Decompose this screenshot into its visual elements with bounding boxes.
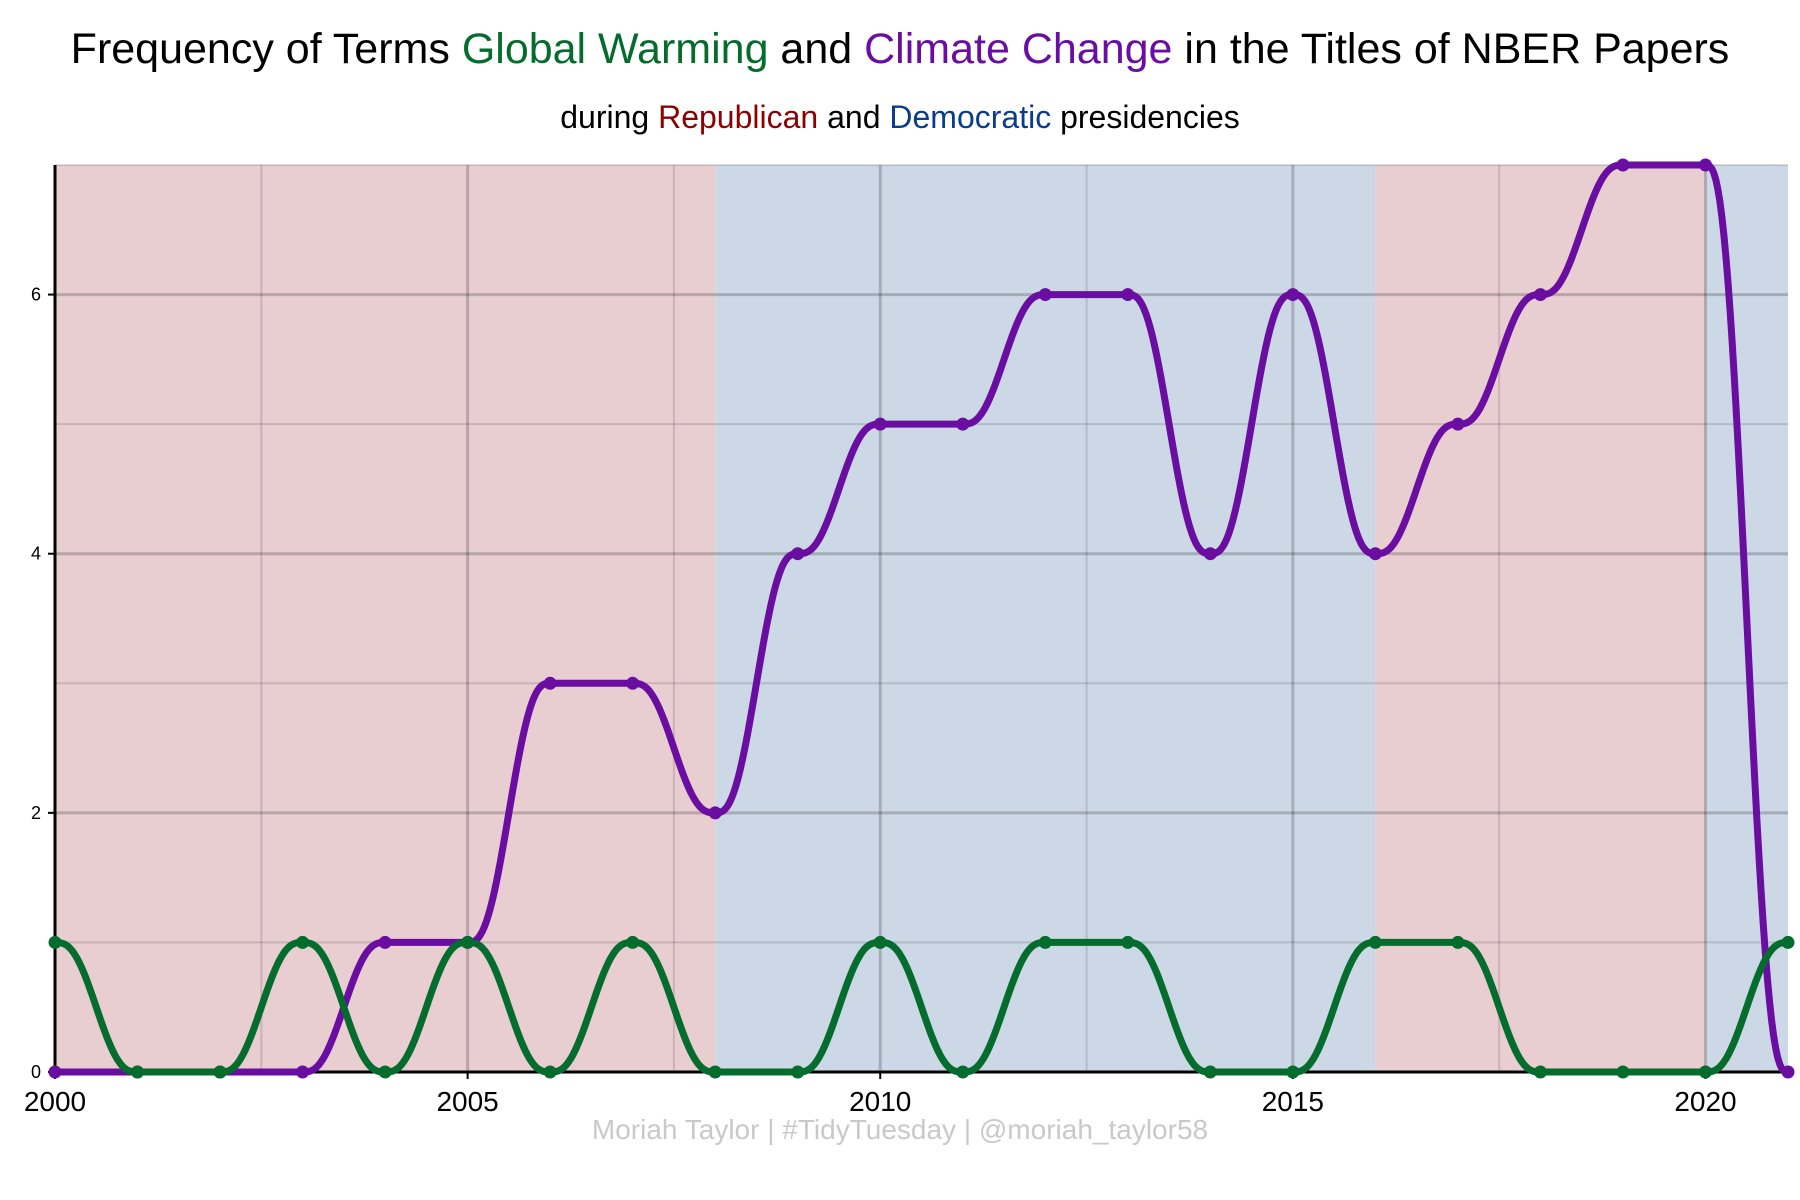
point-global-warming [1368, 935, 1382, 949]
point-global-warming [1533, 1065, 1547, 1079]
point-global-warming [296, 935, 310, 949]
point-global-warming [1038, 935, 1052, 949]
point-climate-change [626, 676, 640, 690]
point-global-warming [378, 1065, 392, 1079]
point-global-warming [1286, 1065, 1300, 1079]
x-tick-label: 2020 [1674, 1086, 1736, 1117]
point-global-warming [1203, 1065, 1217, 1079]
point-climate-change [1286, 288, 1300, 302]
x-tick-label: 2015 [1262, 1086, 1324, 1117]
series-points [48, 158, 1795, 1079]
subtitle-middle: and [818, 99, 889, 135]
chart-caption: Moriah Taylor | #TidyTuesday | @moriah_t… [592, 1114, 1208, 1145]
title-term-global-warming: Global Warming [462, 25, 769, 73]
point-global-warming [791, 1065, 805, 1079]
title-suffix: in the Titles of NBER Papers [1172, 25, 1729, 73]
presidency-band-democratic-1 [715, 165, 1376, 1072]
point-global-warming [213, 1065, 227, 1079]
point-climate-change [378, 935, 392, 949]
x-tick-label: 2000 [24, 1086, 86, 1117]
point-global-warming [873, 935, 887, 949]
gridlines [53, 164, 1788, 1074]
presidency-band-republican-0 [55, 165, 716, 1072]
title-term-climate-change: Climate Change [864, 25, 1172, 73]
chart-title: Frequency of Terms Global Warming and Cl… [71, 25, 1730, 73]
point-global-warming [1698, 1065, 1712, 1079]
series-lines [51, 161, 1792, 1076]
point-climate-change [956, 417, 970, 431]
subtitle-democratic: Democratic [889, 99, 1051, 135]
point-climate-change [1368, 547, 1382, 561]
line-global-warming [51, 938, 1792, 1076]
point-climate-change [1616, 158, 1630, 172]
presidency-band-republican-2 [1375, 165, 1706, 1072]
point-climate-change [543, 676, 557, 690]
point-global-warming [956, 1065, 970, 1079]
y-tick-label: 6 [31, 285, 41, 305]
point-climate-change [1121, 288, 1135, 302]
y-tick-label: 0 [31, 1062, 41, 1082]
y-tick-label: 2 [31, 803, 41, 823]
point-global-warming [1781, 935, 1795, 949]
y-tick-label: 4 [31, 544, 41, 564]
point-climate-change [1038, 288, 1052, 302]
point-climate-change [791, 547, 805, 561]
point-climate-change [1698, 158, 1712, 172]
subtitle-prefix: during [560, 99, 658, 135]
point-climate-change [296, 1065, 310, 1079]
point-global-warming [461, 935, 475, 949]
point-global-warming [131, 1065, 145, 1079]
presidency-bands [55, 165, 1788, 1072]
chart-subtitle: during Republican and Democratic preside… [560, 99, 1239, 135]
point-global-warming [48, 935, 62, 949]
point-global-warming [626, 935, 640, 949]
point-global-warming [1451, 935, 1465, 949]
point-climate-change [48, 1065, 62, 1079]
point-global-warming [543, 1065, 557, 1079]
point-climate-change [1203, 547, 1217, 561]
axes [48, 165, 1788, 1079]
point-global-warming [1121, 935, 1135, 949]
tick-labels: 2000 2005 2010 2015 2020 0 2 4 6 [24, 285, 1737, 1117]
point-global-warming [1616, 1065, 1630, 1079]
point-climate-change [1781, 1065, 1795, 1079]
point-global-warming [708, 1065, 722, 1079]
subtitle-republican: Republican [658, 99, 818, 135]
point-climate-change [1451, 417, 1465, 431]
point-climate-change [873, 417, 887, 431]
title-prefix: Frequency of Terms [71, 25, 462, 73]
title-middle: and [768, 25, 864, 73]
point-climate-change [1533, 288, 1547, 302]
x-tick-label: 2005 [436, 1086, 498, 1117]
x-tick-label: 2010 [849, 1086, 911, 1117]
point-climate-change [708, 806, 722, 820]
subtitle-suffix: presidencies [1051, 99, 1240, 135]
